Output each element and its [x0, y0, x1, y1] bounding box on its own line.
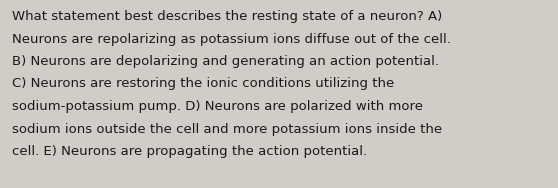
Text: sodium-potassium pump. D) Neurons are polarized with more: sodium-potassium pump. D) Neurons are po… [12, 100, 423, 113]
Text: B) Neurons are depolarizing and generating an action potential.: B) Neurons are depolarizing and generati… [12, 55, 439, 68]
Text: cell. E) Neurons are propagating the action potential.: cell. E) Neurons are propagating the act… [12, 145, 367, 158]
Text: Neurons are repolarizing as potassium ions diffuse out of the cell.: Neurons are repolarizing as potassium io… [12, 33, 451, 45]
Text: What statement best describes the resting state of a neuron? A): What statement best describes the restin… [12, 10, 442, 23]
Text: C) Neurons are restoring the ionic conditions utilizing the: C) Neurons are restoring the ionic condi… [12, 77, 395, 90]
Text: sodium ions outside the cell and more potassium ions inside the: sodium ions outside the cell and more po… [12, 123, 442, 136]
